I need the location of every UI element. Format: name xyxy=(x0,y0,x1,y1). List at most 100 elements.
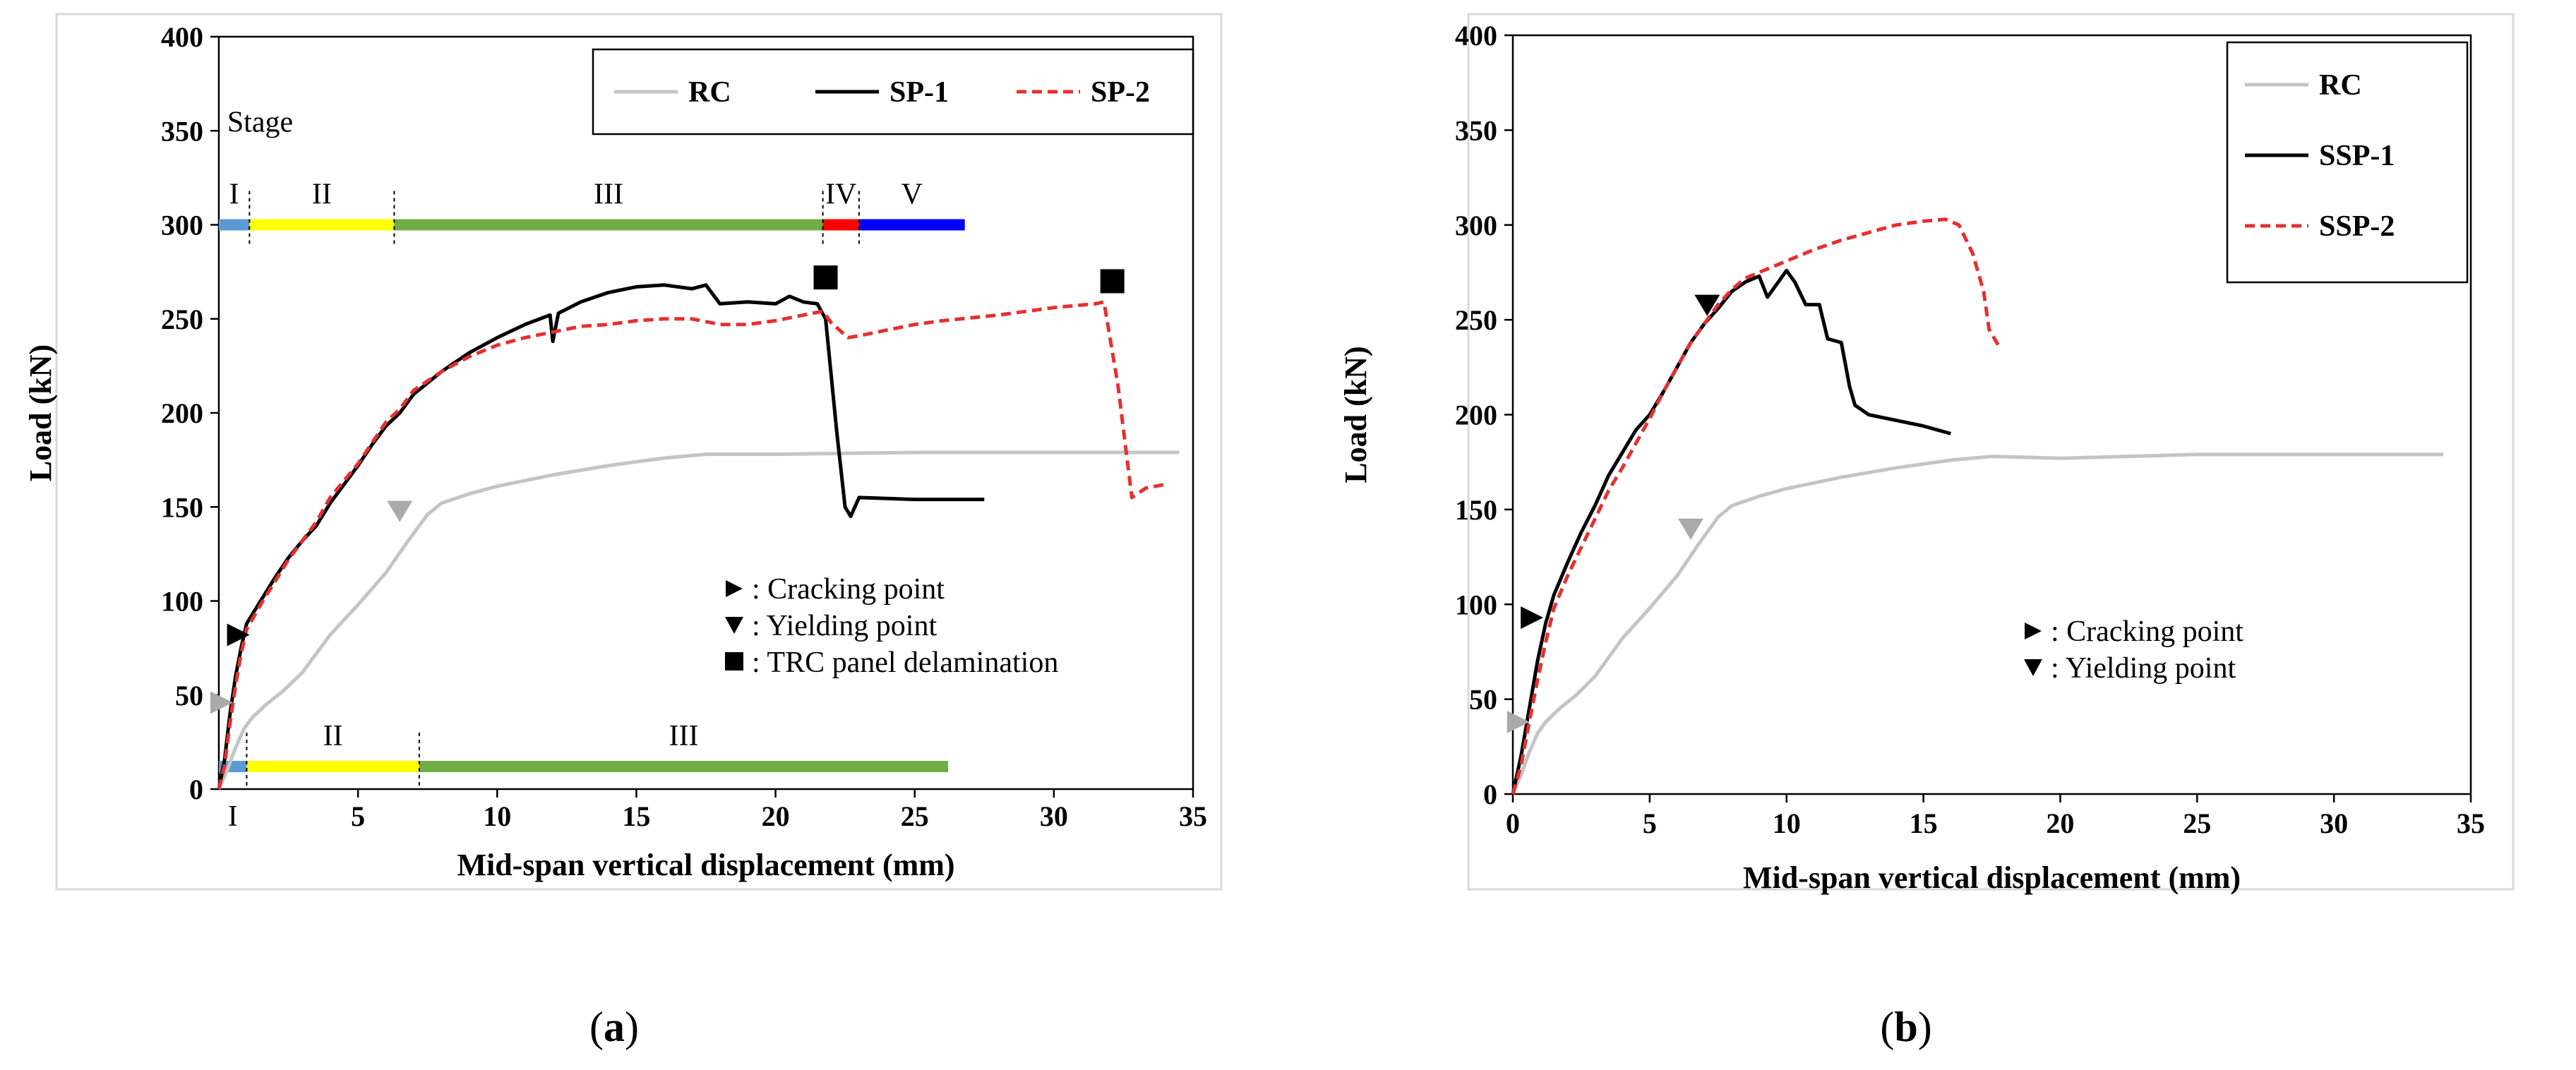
y-tick-label: 350 xyxy=(1455,114,1497,146)
figure-frame xyxy=(1467,13,2515,891)
stage-label: III xyxy=(669,720,698,752)
series-line-sp-1 xyxy=(217,283,985,790)
series-line-rc xyxy=(1511,452,2444,795)
stage-title: Stage xyxy=(227,107,293,139)
annotation-text: : Cracking point xyxy=(752,573,945,606)
annotation-text: : Yielding point xyxy=(2051,652,2236,685)
cracking-point-marker xyxy=(1506,710,1530,733)
x-tick-label: 25 xyxy=(901,800,929,832)
stage-bar-segment xyxy=(858,219,965,231)
key-cracking-icon xyxy=(726,580,743,597)
legend-box xyxy=(592,48,1194,136)
stage-bar-segment xyxy=(394,219,823,231)
yielding-point-marker xyxy=(387,500,413,522)
y-tick-label: 50 xyxy=(175,680,203,711)
panel-label-letter: a xyxy=(604,1004,625,1050)
panel-label-open: ( xyxy=(589,1004,604,1050)
stage-bar-segment xyxy=(219,219,250,231)
panel-label-close: ) xyxy=(1918,1004,1932,1050)
y-tick-label: 250 xyxy=(161,303,203,335)
series-line-ssp-1 xyxy=(1511,268,1951,795)
series-line-rc xyxy=(217,450,1180,791)
y-tick-label: 400 xyxy=(161,21,203,53)
y-tick-label: 150 xyxy=(161,491,203,523)
y-axis-label: Load (kN) xyxy=(23,344,58,481)
stage-label: V xyxy=(901,179,923,211)
x-tick-label: 15 xyxy=(1910,807,1938,839)
legend-label: SSP-2 xyxy=(2319,210,2395,243)
y-tick-label: 0 xyxy=(189,774,203,805)
x-axis-label: Mid-span vertical displacement (mm) xyxy=(457,848,954,882)
stage-label: II xyxy=(323,720,343,752)
y-tick-label: 250 xyxy=(1455,304,1497,336)
stage-label: II xyxy=(312,179,332,211)
y-tick-label: 0 xyxy=(1483,779,1497,810)
panel-label-close: ) xyxy=(625,1004,639,1050)
x-tick-label: 5 xyxy=(351,800,365,832)
panel-label: (b) xyxy=(1880,1004,1931,1050)
panel-label-open: ( xyxy=(1880,1004,1894,1050)
key-delamination-icon xyxy=(725,652,743,671)
y-tick-label: 400 xyxy=(1455,20,1497,52)
x-tick-label: 10 xyxy=(1773,807,1801,839)
series-line-ssp-2 xyxy=(1511,217,2002,795)
y-tick-label: 150 xyxy=(1455,494,1497,526)
legend-label: RC xyxy=(2319,69,2362,102)
stage-bar-segment xyxy=(249,219,395,231)
annotation-text: : TRC panel delamination xyxy=(752,647,1058,679)
stage-bar-segment xyxy=(419,761,949,773)
x-tick-label: 5 xyxy=(1643,807,1657,839)
series-line-sp-2 xyxy=(217,300,1166,790)
key-yielding-icon xyxy=(725,617,743,634)
y-tick-label: 350 xyxy=(161,115,203,147)
y-tick-label: 300 xyxy=(1455,210,1497,241)
x-tick-label: 0 xyxy=(1506,807,1520,839)
stage-bar-segment xyxy=(246,761,419,773)
stage-label: IV xyxy=(825,179,856,211)
x-tick-label: 30 xyxy=(1040,800,1068,832)
chart-panel-a: 0 50 100 150 200 250 300 350 400 5 10 15 20 25 30 35 I Mi… xyxy=(23,13,1223,1050)
cracking-point-marker xyxy=(227,623,250,647)
legend-label: SP-1 xyxy=(889,76,949,109)
x-tick-label: 15 xyxy=(622,800,650,832)
key-yielding-icon xyxy=(2024,659,2042,676)
figure-frame xyxy=(55,13,1223,891)
stage-label: I xyxy=(229,179,239,211)
annotation-text: : Cracking point xyxy=(2051,615,2243,648)
legend: RC SSP-1 SSP-2 xyxy=(2226,41,2469,284)
y-tick-label: 200 xyxy=(161,397,203,429)
x-tick-label: 10 xyxy=(483,800,511,832)
yielding-point-marker xyxy=(1694,294,1720,316)
y-tick-label: 50 xyxy=(1469,684,1497,716)
x-tick-label: 35 xyxy=(1179,800,1207,832)
legend-label: SSP-1 xyxy=(2319,140,2395,172)
x-tick-label: I xyxy=(228,800,238,833)
x-tick-label: 35 xyxy=(2457,807,2485,839)
key-cracking-icon xyxy=(2025,623,2042,639)
panel-label-letter: b xyxy=(1894,1004,1917,1050)
x-tick-label: 25 xyxy=(2183,807,2211,839)
annotation-text: : Yielding point xyxy=(752,610,937,642)
y-tick-label: 300 xyxy=(161,210,203,241)
x-axis-label: Mid-span vertical displacement (mm) xyxy=(1743,860,2241,895)
legend-label: SP-2 xyxy=(1091,76,1150,109)
legend-label: RC xyxy=(688,76,731,109)
panel-label: (a) xyxy=(589,1004,639,1050)
y-tick-label: 200 xyxy=(1455,399,1497,431)
x-tick-label: 20 xyxy=(2046,807,2074,839)
y-tick-label: 100 xyxy=(1455,589,1497,620)
x-tick-label: 30 xyxy=(2320,807,2348,839)
y-tick-label: 100 xyxy=(161,586,203,618)
delamination-marker xyxy=(813,265,838,290)
stage-label: III xyxy=(594,179,623,211)
legend: RC SP-1 SP-2 xyxy=(592,48,1194,136)
chart-panel-b: 0 50 100 150 200 250 300 350 400 0 5 10 15 20 25 30 35 Mi… xyxy=(1338,13,2515,1050)
yielding-point-marker xyxy=(1678,518,1704,540)
legend-box xyxy=(2226,41,2469,284)
delamination-marker xyxy=(1100,269,1125,294)
y-axis-label: Load (kN) xyxy=(1338,346,1373,483)
x-tick-label: 20 xyxy=(762,800,790,832)
cracking-point-marker xyxy=(210,691,233,714)
stage-bar-segment xyxy=(822,219,859,231)
